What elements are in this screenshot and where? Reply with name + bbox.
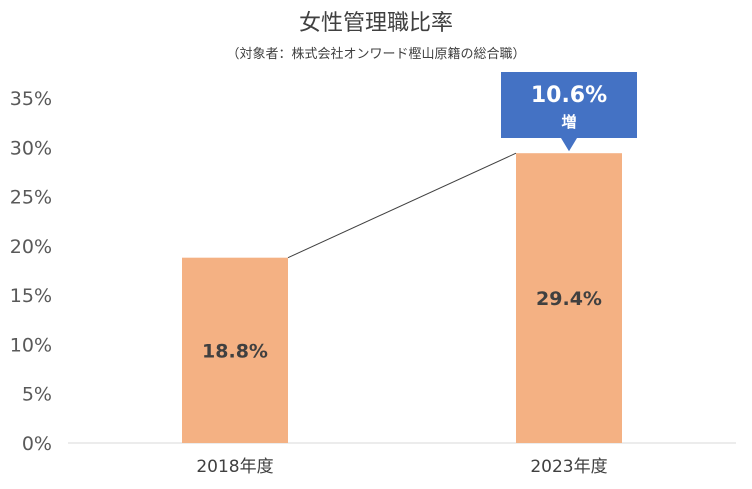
x-tick-label: 2018年度 xyxy=(196,457,273,477)
y-tick-label: 0% xyxy=(22,433,52,455)
data-label: 18.8% xyxy=(202,340,268,362)
callout-suffix-text: 増 xyxy=(561,113,576,131)
x-axis-ticks: 2018年度 2023年度 xyxy=(196,457,607,477)
chart-title: 女性管理職比率 xyxy=(299,11,453,36)
y-tick-label: 15% xyxy=(10,285,52,307)
increase-callout: 10.6% 増 xyxy=(501,72,637,152)
bar xyxy=(182,257,288,443)
x-tick-label: 2023年度 xyxy=(530,457,607,477)
data-label: 29.4% xyxy=(536,288,602,310)
y-tick-label: 20% xyxy=(10,236,52,258)
data-labels-group: 18.8% 29.4% xyxy=(202,288,602,362)
y-tick-label: 25% xyxy=(10,187,52,209)
y-tick-label: 5% xyxy=(22,384,52,406)
bars-group xyxy=(182,153,622,443)
callout-box xyxy=(501,72,637,152)
chart-subtitle: （対象者：株式会社オンワード樫山原籍の総合職） xyxy=(226,46,525,62)
y-tick-label: 35% xyxy=(10,88,52,110)
y-tick-label: 10% xyxy=(10,334,52,356)
connector-line xyxy=(287,152,517,259)
y-tick-label: 30% xyxy=(10,137,52,159)
bar xyxy=(516,153,622,443)
y-axis: 0% 5% 10% 15% 20% 25% 30% 35% xyxy=(10,88,52,455)
callout-value-text: 10.6% xyxy=(531,83,607,108)
